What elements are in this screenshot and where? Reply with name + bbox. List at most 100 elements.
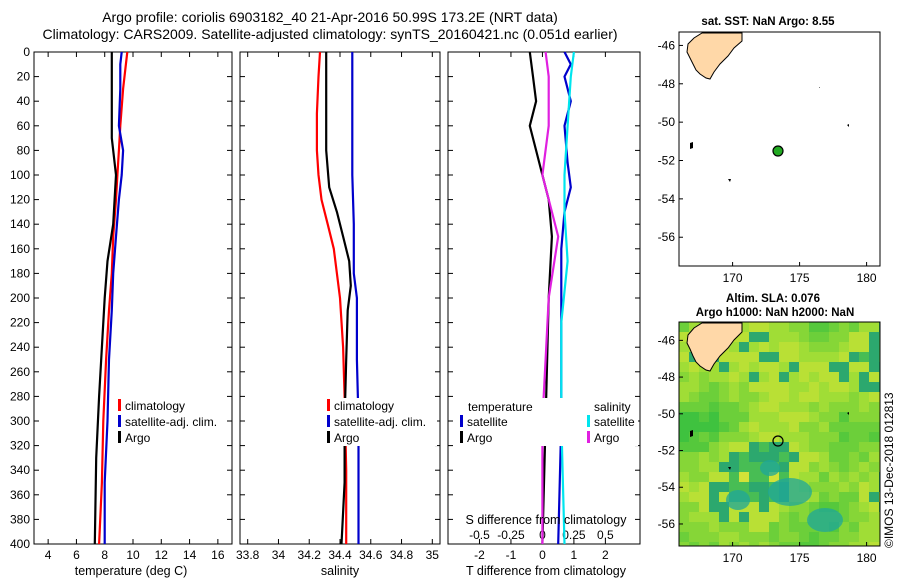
sla-cell [769, 392, 779, 402]
sla-cell [799, 402, 809, 412]
sla-cell [689, 392, 699, 402]
legend-argo: Argo [334, 431, 360, 445]
sla-cell [729, 362, 739, 372]
sla-cell [789, 472, 799, 482]
x-tick-label: 1 [571, 548, 578, 562]
sla-cell [849, 442, 859, 452]
sla-cell [839, 402, 849, 412]
sla-cell [689, 422, 699, 432]
sla-cell [749, 342, 759, 352]
argo-float-marker[interactable] [772, 145, 784, 157]
sla-cell [729, 412, 739, 422]
sla-cell [709, 442, 719, 452]
sla-heatmap [679, 322, 880, 546]
sla-cell [849, 362, 859, 372]
sla-cell [699, 452, 709, 462]
sla-cell [789, 512, 799, 522]
sla-cell [749, 362, 759, 372]
depth-tick-label: 20 [17, 70, 31, 84]
sla-cell [859, 452, 869, 462]
sla-cell [829, 362, 839, 372]
sla-cell [799, 352, 809, 362]
sla-cell [769, 522, 779, 532]
sla-cell [859, 462, 869, 472]
sla-cell [759, 382, 769, 392]
sla-cell [739, 392, 749, 402]
sla-cell [689, 472, 699, 482]
sla-cell [709, 452, 719, 462]
sla-cell [719, 392, 729, 402]
series-line-satellite-adj-clim- [103, 51, 125, 544]
sla-cell [709, 482, 719, 492]
x-tick-label: 2 [602, 548, 609, 562]
sla-cell [749, 382, 759, 392]
sla-cell [829, 392, 839, 402]
sla-cell [759, 412, 769, 422]
sla-cell [809, 322, 819, 332]
depth-tick-label: 220 [10, 316, 30, 330]
sla-cell [849, 342, 859, 352]
sla-cell [789, 532, 799, 542]
sla-cell [869, 482, 879, 492]
legend-swatch-climatology [327, 399, 330, 411]
sla-cell [739, 402, 749, 412]
sla-cell [679, 452, 689, 462]
sla-cell [689, 322, 699, 332]
sla-cell [679, 342, 689, 352]
depth-tick-label: 400 [10, 537, 30, 551]
sla-cell [739, 462, 749, 472]
sla-cell [769, 342, 779, 352]
sla-cell [689, 402, 699, 412]
sla-cell [829, 422, 839, 432]
sla-cell [749, 402, 759, 412]
sla-cell [869, 362, 879, 372]
new-zealand-landmass [686, 322, 743, 372]
sla-cell [859, 492, 869, 502]
sla-cell [779, 432, 789, 442]
sla-cell [689, 362, 699, 372]
sla-cell [789, 432, 799, 442]
sla-cell [719, 382, 729, 392]
series-line-salinity-argo [541, 51, 560, 544]
sla-cell [749, 392, 759, 402]
sla-cell [809, 402, 819, 412]
argo-float-marker[interactable] [772, 435, 784, 447]
depth-tick-label: 140 [10, 217, 30, 231]
sla-cell [809, 332, 819, 342]
sla-cell [679, 432, 689, 442]
auckland-islands [690, 430, 693, 437]
sla-cell [859, 432, 869, 442]
sla-cell [749, 472, 759, 482]
salinity-xlabel: salinity [321, 564, 360, 578]
sla-cell [739, 522, 749, 532]
sla-cell [709, 422, 719, 432]
series-line-argo [93, 52, 118, 545]
sla-cell [819, 392, 829, 402]
sla-cell [859, 422, 869, 432]
sla-cell [789, 402, 799, 412]
depth-tick-label: 0 [23, 45, 30, 59]
sla-cell [749, 372, 759, 382]
sla-cell [849, 372, 859, 382]
sla-cell [859, 382, 869, 392]
sla-cell [699, 422, 709, 432]
sla-cell [689, 432, 699, 442]
sla-cell [749, 442, 759, 452]
sla-cell [819, 332, 829, 342]
sla-cell [719, 502, 729, 512]
sla-cell [839, 342, 849, 352]
sla-cell [869, 542, 879, 546]
map-y-tick-label: -50 [658, 407, 676, 421]
sla-cell [859, 512, 869, 522]
sla-cell [829, 532, 839, 542]
sla-cell [849, 402, 859, 412]
sla-cell [869, 502, 879, 512]
x-tick-label: 34.6 [359, 548, 383, 562]
sla-cell [849, 332, 859, 342]
sla-cell [859, 392, 869, 402]
campbell-island [728, 179, 731, 182]
sla-cell [759, 342, 769, 352]
sla-cell [789, 452, 799, 462]
sla-cell [709, 362, 719, 372]
sla-cell [769, 372, 779, 382]
